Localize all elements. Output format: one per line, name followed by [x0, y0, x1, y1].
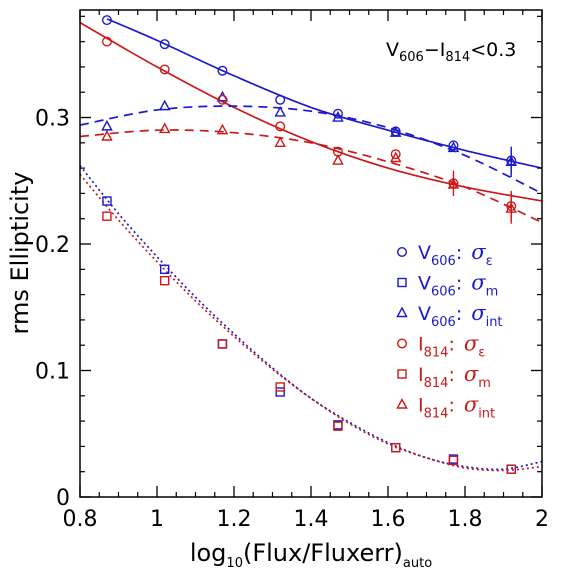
point-i814	[275, 121, 286, 132]
legend-entry-v606-m: V606: σm	[397, 271, 498, 300]
tick-labels: 0.8 1 1.2 1.4 1.6 1.8 2 0 0.1 0.2 0.3	[35, 107, 549, 532]
point-i814-int	[447, 178, 460, 189]
point-i814-int	[216, 123, 229, 135]
point-v606-int	[332, 111, 344, 122]
x-tick-label: 1.6	[371, 507, 406, 532]
legend-label: V606: σm	[418, 271, 498, 300]
legend-marker	[397, 277, 407, 288]
point-i814-m	[448, 455, 459, 466]
point-v606	[217, 65, 228, 76]
point-i814	[506, 201, 517, 212]
point-v606	[448, 140, 459, 151]
x-tick-label: 1.8	[448, 507, 483, 532]
point-v606-int	[447, 141, 460, 153]
point-v606-int	[158, 99, 171, 111]
y-tick-label: 0.2	[35, 233, 70, 258]
fit-curves	[79, 18, 543, 472]
legend-marker	[397, 369, 407, 379]
point-i814-m	[159, 275, 170, 286]
point-v606-m	[102, 196, 112, 206]
legend-label: I814: σε	[418, 332, 485, 361]
data-markers	[101, 15, 517, 474]
legend-entry-i814-int: I814: σint	[396, 393, 495, 422]
legend-marker	[397, 246, 408, 257]
point-i814-int	[505, 202, 517, 213]
fit-curve-v606-solid	[106, 18, 543, 169]
point-i814-m	[506, 464, 516, 474]
color-cut-annotation: V606−I814<0.3	[386, 39, 516, 65]
point-i814-m	[102, 211, 112, 221]
point-i814	[159, 64, 170, 75]
legend-entry-i814: I814: σε	[397, 332, 485, 361]
y-axis-label: rms Ellipticity	[6, 172, 34, 335]
point-i814	[101, 36, 112, 47]
legend-entry-i814-m: I814: σm	[397, 362, 491, 391]
point-v606-int	[101, 119, 113, 131]
point-i814-int	[332, 154, 344, 165]
point-v606	[275, 94, 286, 105]
point-v606	[332, 108, 343, 119]
legend-marker	[397, 338, 408, 349]
fit-curve-v606-int-dashed	[79, 105, 543, 195]
point-v606-int	[505, 155, 517, 166]
error-bars	[452, 146, 512, 224]
point-v606	[159, 39, 170, 50]
legend-label: I814: σm	[418, 362, 491, 391]
fit-curve-i814-m-dotted	[79, 173, 543, 472]
point-i814	[390, 149, 401, 160]
point-i814-int	[274, 136, 286, 148]
point-v606-int	[274, 105, 286, 117]
point-v606-int	[389, 126, 402, 137]
legend-label: V606: σε	[418, 240, 493, 269]
x-tick-label: 2	[535, 507, 549, 532]
y-tick-label: 0.1	[35, 360, 70, 385]
axis-ticks	[79, 10, 543, 498]
y-tick-label: 0.3	[35, 107, 70, 132]
fit-curve-i814-int-dashed	[79, 129, 543, 224]
point-v606-m	[275, 387, 285, 397]
point-i814-m	[217, 339, 228, 349]
legend-label: I814: σint	[418, 393, 495, 422]
y-tick-label: 0	[56, 486, 70, 511]
legend-marker	[396, 306, 408, 318]
x-tick-label: 1.4	[294, 507, 329, 532]
point-i814-m	[333, 421, 343, 431]
legend-label: V606: σint	[418, 301, 503, 330]
point-i814-int	[158, 122, 171, 134]
x-tick-label: 1	[150, 507, 164, 532]
point-v606-m	[159, 264, 170, 275]
x-tick-label: 0.8	[63, 507, 98, 532]
point-i814	[217, 94, 228, 105]
legend-entry-v606-int: V606: σint	[396, 301, 503, 330]
x-axis-label: log10(Flux/Fluxerr)auto	[190, 539, 432, 571]
point-i814-m	[391, 442, 401, 453]
point-v606	[101, 15, 112, 26]
point-i814-int	[389, 151, 402, 163]
x-tick-label: 1.2	[217, 507, 252, 532]
legend-marker	[396, 398, 408, 409]
point-i814-int	[101, 130, 113, 141]
point-i814-m	[275, 382, 285, 392]
legend-entry-v606: V606: σε	[397, 240, 493, 269]
